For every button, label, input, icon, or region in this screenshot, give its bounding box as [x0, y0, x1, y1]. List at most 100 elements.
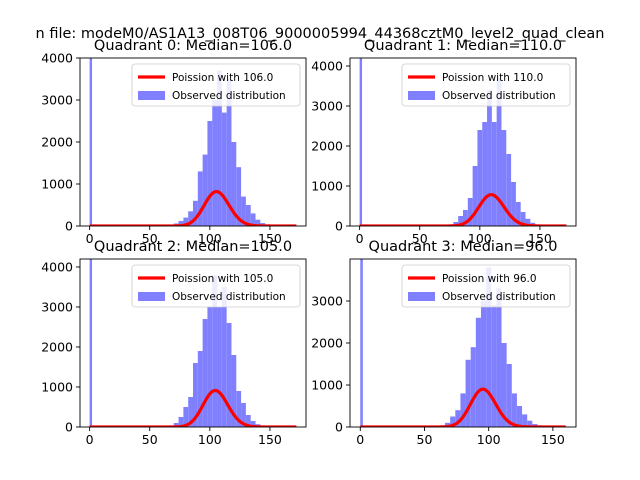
y-tick-label: 2000: [41, 135, 73, 150]
histogram-bar: [496, 78, 502, 226]
histogram-bar: [255, 219, 261, 226]
chart-quadrant-0: 0 50 100 150 0 1000 2000 3000 4000 Quadrant 0: Me…: [41, 38, 307, 246]
histogram-bar: [89, 259, 93, 427]
y-tick-label: 1000: [311, 179, 343, 194]
x-tick-label: 0: [356, 231, 364, 246]
chart-title: Quadrant 1: Median=110.0: [364, 38, 562, 54]
histogram-bar: [506, 364, 512, 427]
legend-label-poisson: Poission with 96.0: [442, 273, 537, 285]
histogram-bar: [359, 58, 363, 226]
histogram-bar: [465, 359, 471, 427]
histogram-bar: [463, 210, 468, 226]
y-tick-label: 2000: [311, 139, 343, 154]
histogram-bar: [178, 220, 184, 226]
histogram-bar: [487, 90, 492, 226]
figure-suptitle: n file: modeM0/AS1A13_008T06_9000005994_…: [36, 26, 605, 42]
legend-label-observed: Observed distribution: [172, 90, 286, 102]
histogram-bar: [221, 287, 227, 427]
histogram-bar: [236, 391, 242, 427]
histogram-bar: [511, 393, 517, 427]
histogram-bar: [188, 211, 193, 226]
histogram-bar: [460, 393, 466, 427]
histogram-bar: [183, 407, 189, 427]
legend-box: [131, 63, 301, 107]
histogram-bar: [231, 142, 237, 226]
legend-box: [401, 63, 571, 107]
histogram-bar: [501, 130, 507, 226]
legend: Poission with 106.0 Observed distribution: [131, 63, 301, 107]
legend-box: [131, 264, 301, 308]
legend-bar-swatch: [408, 292, 435, 301]
histogram-bar: [522, 414, 528, 427]
legend-label-observed: Observed distribution: [442, 291, 556, 303]
histogram-bar: [486, 267, 492, 427]
y-tick-label: 3000: [41, 93, 73, 108]
histogram-bar: [527, 420, 533, 427]
histogram-bar: [231, 355, 237, 427]
histogram-bar: [236, 167, 242, 226]
histogram-bar: [197, 171, 203, 226]
histogram-bar: [360, 259, 363, 427]
histogram-bar: [525, 218, 531, 226]
legend-bar-swatch: [138, 292, 165, 301]
legend-label-poisson: Poission with 110.0: [442, 72, 543, 84]
x-tick-label: 100: [477, 432, 501, 447]
histogram-bar: [193, 200, 198, 226]
legend: Poission with 96.0 Observed distribution: [401, 264, 571, 308]
x-tick-label: 0: [86, 432, 94, 447]
histogram-bar: [515, 202, 521, 226]
y-tick-label: 0: [335, 420, 343, 435]
chart-title: Quadrant 0: Median=106.0: [94, 38, 292, 54]
x-tick-label: 100: [468, 231, 492, 246]
histogram-bar: [480, 301, 487, 427]
y-tick-label: 3000: [41, 300, 73, 315]
chart-quadrant-1: 0 50 100 150 0 1000 2000 3000 4000 Quadrant 1: Me…: [311, 38, 577, 246]
x-tick-label: 50: [412, 231, 428, 246]
histogram-bar: [212, 100, 218, 226]
y-tick-label: 0: [65, 219, 73, 234]
histogram-bar: [520, 212, 526, 226]
plot-area: [359, 58, 567, 226]
legend: Poission with 105.0 Observed distribution: [131, 264, 301, 308]
y-tick-label: 2000: [41, 340, 73, 355]
y-tick-label: 4000: [41, 260, 73, 275]
histogram-bar: [173, 423, 179, 427]
legend-label-observed: Observed distribution: [172, 291, 286, 303]
y-tick-label: 0: [335, 219, 343, 234]
histogram-bar: [183, 217, 189, 226]
y-tick-label: 2000: [311, 336, 343, 351]
histogram-bar: [217, 70, 222, 226]
histogram-bar: [516, 406, 523, 427]
histogram-bar: [450, 416, 456, 427]
histogram-bar: [241, 196, 246, 226]
histogram-bar: [458, 216, 463, 226]
histogram-bar: [188, 397, 193, 427]
y-tick-label: 4000: [41, 51, 73, 66]
histogram-bar: [491, 122, 497, 226]
x-tick-label: 50: [417, 432, 433, 447]
x-tick-label: 50: [142, 231, 158, 246]
histogram-bar: [250, 213, 256, 226]
histogram-bar: [241, 403, 246, 427]
y-tick-label: 3000: [311, 99, 343, 114]
histogram-bar: [245, 415, 251, 427]
legend-box: [401, 264, 571, 308]
histogram-bar: [496, 288, 502, 427]
histogram-bar: [226, 323, 232, 427]
histogram-bar: [506, 154, 512, 226]
chart-title: Quadrant 3: Median=96.0: [369, 239, 558, 255]
histogram-bar: [89, 58, 93, 226]
histogram-bar: [217, 307, 222, 427]
histogram-bar: [193, 363, 198, 427]
legend: Poission with 110.0 Observed distribution: [401, 63, 571, 107]
histogram-bar: [197, 351, 203, 427]
histogram-bar: [491, 305, 497, 427]
histogram-bar: [212, 275, 218, 427]
x-tick-label: 150: [541, 432, 565, 447]
histogram-bar: [477, 130, 483, 226]
histogram-bar: [178, 417, 184, 427]
x-tick-label: 100: [198, 231, 222, 246]
histogram-bar: [207, 307, 213, 427]
histogram-bar: [221, 112, 227, 226]
